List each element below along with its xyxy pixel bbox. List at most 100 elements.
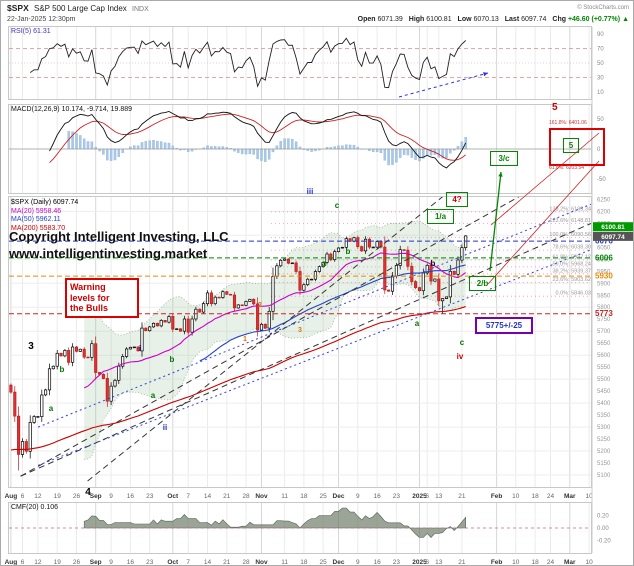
price-grid-and-axis: 5100 5150 5200 5250 5300 5350 5400 5450 5500 5550…	[9, 197, 611, 479]
svg-text:16: 16	[373, 493, 381, 500]
svg-text:Oct: Oct	[167, 559, 179, 566]
svg-text:0: 0	[597, 147, 601, 153]
price-panel-legend: $SPX (Daily) 6097.74 MA(20) 5958.46 MA(50)…	[11, 199, 78, 233]
svg-text:4: 4	[85, 487, 91, 498]
svg-text:23: 23	[146, 493, 154, 500]
svg-text:6: 6	[425, 493, 429, 500]
svg-text:10: 10	[585, 559, 593, 566]
svg-text:123.6%: 6148.81: 123.6%: 6148.81	[549, 218, 591, 224]
quote-line: Open 6071.39 High 6100.81 Low 6070.13 La…	[354, 15, 629, 25]
svg-text:6100.81: 6100.81	[601, 224, 625, 231]
svg-text:5450: 5450	[597, 389, 611, 395]
svg-text:5900: 5900	[597, 281, 611, 287]
svg-text:Sep: Sep	[90, 493, 102, 500]
svg-text:2025: 2025	[412, 559, 427, 566]
svg-text:13: 13	[435, 559, 443, 566]
legend-item: MA(20) 5958.46	[11, 207, 62, 215]
svg-text:13: 13	[435, 493, 443, 500]
svg-text:6: 6	[21, 559, 25, 566]
svg-text:26: 26	[73, 493, 81, 500]
svg-text:2: 2	[258, 302, 262, 309]
svg-text:10: 10	[512, 493, 520, 500]
svg-text:6000: 6000	[597, 257, 611, 263]
svg-text:9: 9	[109, 559, 113, 566]
svg-text:9: 9	[356, 559, 360, 566]
symbol: $SPX	[7, 3, 29, 13]
open-value: 6071.39	[377, 16, 403, 23]
svg-text:70: 70	[597, 47, 604, 53]
svg-text:78.6%: 6038.30: 78.6%: 6038.30	[552, 245, 591, 251]
svg-text:iv: iv	[457, 352, 464, 361]
svg-text:5400: 5400	[597, 401, 611, 407]
legend-item: MA(50) 5962.11	[11, 216, 61, 223]
svg-text:5350: 5350	[597, 413, 611, 419]
legend-item: MA(200) 5583.70	[11, 224, 66, 232]
svg-text:16: 16	[373, 559, 381, 566]
svg-text:6: 6	[21, 493, 25, 500]
svg-text:30: 30	[597, 75, 604, 81]
chg-value: +46.60 (+0.77%)	[567, 16, 621, 23]
last-label: Last	[504, 16, 520, 23]
svg-text:0.0%: 5846.03: 0.0%: 5846.03	[556, 291, 591, 297]
svg-text:3: 3	[298, 327, 302, 334]
svg-text:9: 9	[109, 493, 113, 500]
wave-label-3c-box: 3/c	[490, 151, 518, 166]
svg-text:Feb: Feb	[491, 559, 503, 566]
svg-text:5200: 5200	[597, 449, 611, 455]
warning-line: levels for	[70, 292, 110, 303]
rsi-indicator-label: RSI(5) 61.31	[11, 28, 51, 35]
svg-text:5250: 5250	[597, 437, 611, 443]
svg-text:11: 11	[281, 493, 288, 500]
chart-datetime: 22-Jan-2025 12:30pm	[7, 16, 76, 23]
svg-text:21: 21	[458, 559, 466, 566]
svg-text:Aug: Aug	[5, 493, 18, 500]
svg-text:7: 7	[186, 493, 190, 500]
svg-text:24: 24	[547, 559, 555, 566]
svg-text:18: 18	[531, 493, 539, 500]
svg-text:a: a	[322, 259, 327, 268]
chart-header: $SPX S&P 500 Large Cap Index INDX © Stoc…	[7, 3, 629, 23]
svg-text:25: 25	[319, 493, 327, 500]
svg-text:25: 25	[319, 559, 327, 566]
svg-text:38.2%: 5939.37: 38.2%: 5939.37	[552, 268, 591, 274]
svg-text:6200: 6200	[597, 209, 611, 215]
low-label: Low	[457, 16, 472, 23]
svg-text:Feb: Feb	[491, 493, 503, 500]
svg-text:i: i	[139, 344, 141, 353]
svg-text:1: 1	[243, 336, 247, 343]
svg-text:5500: 5500	[597, 377, 611, 383]
svg-text:100.0%: 6090.56: 100.0%: 6090.56	[549, 232, 591, 238]
warning-annotation-box: Warning levels for the Bulls	[65, 278, 139, 318]
svg-text:6250: 6250	[597, 197, 611, 203]
svg-text:9: 9	[356, 493, 360, 500]
svg-text:a: a	[151, 391, 156, 400]
svg-text:14: 14	[204, 493, 212, 500]
price-target-box: 5775+/-25	[475, 317, 533, 334]
macd-panel-series: -50 0 50	[9, 111, 606, 183]
svg-text:a: a	[415, 319, 420, 328]
svg-text:Dec: Dec	[333, 559, 345, 566]
exchange: INDX	[132, 6, 149, 13]
warning-line: Warning	[70, 282, 106, 292]
website-text: www.intelligentinvesting.market	[9, 246, 208, 261]
svg-text:Mar: Mar	[564, 493, 576, 500]
svg-text:90: 90	[597, 32, 604, 38]
svg-text:10: 10	[585, 493, 593, 500]
svg-text:50.0%: 5968.24: 50.0%: 5968.24	[552, 261, 591, 267]
cmf-area: 0.20 0.00 -0.20	[9, 507, 611, 544]
svg-text:Nov: Nov	[255, 559, 268, 566]
svg-text:50: 50	[597, 117, 604, 123]
copyright-text: Copyright Intelligent Investing, LLC	[9, 229, 229, 244]
svg-text:Aug: Aug	[5, 559, 18, 566]
svg-text:Oct: Oct	[167, 493, 179, 500]
wave-label-4-box: 4?	[446, 192, 468, 207]
svg-text:a: a	[49, 404, 54, 413]
svg-text:23.6%: 5903.62: 23.6%: 5903.62	[552, 277, 591, 283]
wave-label-1a-box: 1/a	[427, 209, 454, 224]
last-value: 6097.74	[521, 16, 547, 23]
svg-text:6006: 6006	[595, 253, 613, 262]
chg-label: Chg	[552, 16, 566, 23]
macd-indicator-label: MACD(12,26,9) 10.174, -9.714, 19.889	[11, 106, 133, 113]
